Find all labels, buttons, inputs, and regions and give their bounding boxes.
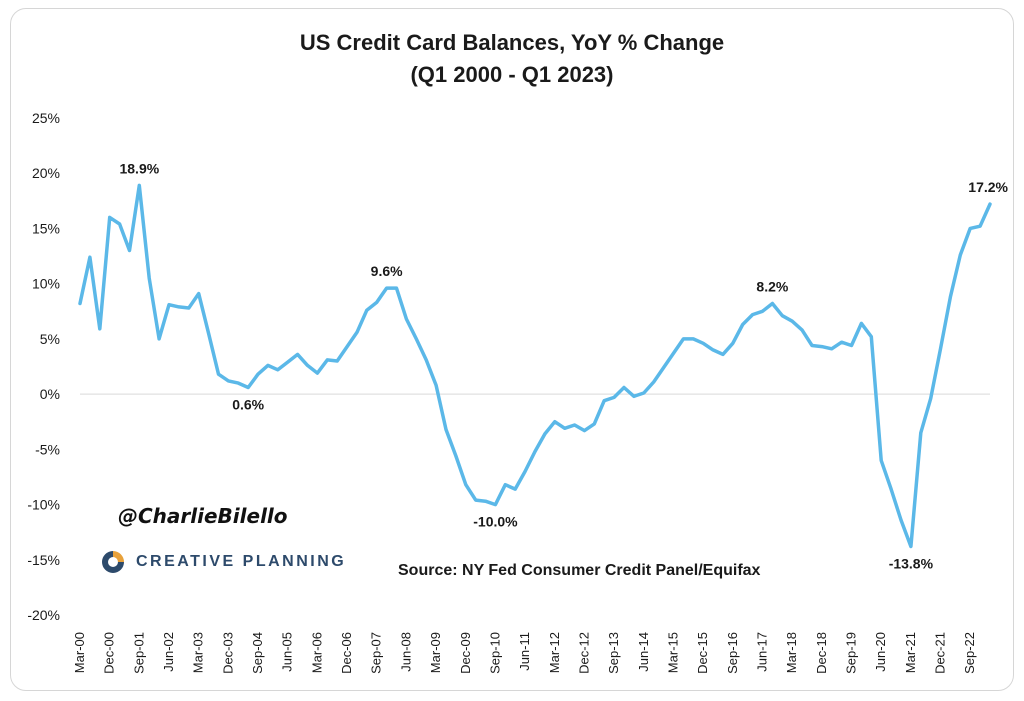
x-tick-label: Dec-03 [220, 632, 235, 674]
chart-title: US Credit Card Balances, YoY % Change [299, 30, 725, 55]
data-label: -10.0% [473, 514, 518, 530]
x-tick-label: Mar-18 [784, 632, 799, 673]
y-tick-label: 25% [32, 110, 60, 126]
plot-area [78, 183, 992, 549]
x-tick-label: Dec-00 [102, 632, 117, 674]
x-tick-label: Sep-13 [606, 632, 621, 674]
x-tick-label: Sep-04 [250, 632, 265, 674]
x-tick-label: Mar-12 [547, 632, 562, 673]
data-label: 18.9% [119, 160, 159, 176]
x-tick-label: Jun-11 [517, 632, 532, 671]
y-tick-label: -10% [27, 497, 60, 513]
x-tick-label: Mar-03 [191, 632, 206, 673]
x-tick-label: Sep-10 [487, 632, 502, 674]
data-labels: 18.9% 0.6% 9.6% -10.0% 8.2% -13.8% 17.2% [119, 160, 1008, 571]
x-tick-label: Dec-21 [933, 632, 948, 674]
x-tick-label: Mar-06 [309, 632, 324, 673]
y-tick-label: 10% [32, 276, 60, 292]
y-tick-label: -5% [35, 441, 60, 457]
y-tick-label: 15% [32, 220, 60, 236]
creative-planning-logo: CREATIVE PLANNING [100, 549, 346, 575]
y-tick-label: 20% [32, 165, 60, 181]
x-tick-label: Dec-09 [458, 632, 473, 674]
data-label: 9.6% [371, 263, 403, 279]
x-tick-label: Mar-15 [665, 632, 680, 673]
chart-card [10, 8, 1014, 691]
y-tick-label: 5% [40, 331, 60, 347]
series-line [78, 183, 992, 549]
x-tick-label: Jun-05 [280, 632, 295, 672]
creative-planning-logo-icon [102, 551, 124, 573]
x-tick-label: Sep-22 [962, 632, 977, 674]
x-tick-label: Sep-16 [725, 632, 740, 674]
x-axis: Mar-00 Dec-00 Sep-01 Jun-02 Mar-03 Dec-03 Sep-… [72, 632, 977, 674]
y-tick-label: -20% [27, 607, 60, 623]
x-tick-label: Dec-12 [576, 632, 591, 674]
x-tick-label: Sep-19 [844, 632, 859, 674]
y-axis: 25% 20% 15% 10% 5% 0% -5% -10% -15% -20% [27, 110, 60, 623]
x-tick-label: Jun-20 [873, 632, 888, 672]
logo-text: CREATIVE PLANNING [136, 553, 347, 570]
x-tick-label: Mar-09 [428, 632, 443, 673]
x-tick-label: Mar-21 [903, 632, 918, 673]
data-label: 8.2% [756, 279, 788, 295]
chart-subtitle: (Q1 2000 - Q1 2023) [410, 62, 614, 87]
x-tick-label: Jun-17 [755, 632, 770, 672]
x-tick-label: Jun-02 [161, 632, 176, 672]
data-label: 17.2% [968, 179, 1008, 195]
x-tick-label: Dec-18 [814, 632, 829, 674]
x-tick-label: Jun-14 [636, 632, 651, 672]
y-tick-label: -15% [27, 552, 60, 568]
data-label: -13.8% [889, 556, 934, 572]
x-tick-label: Mar-00 [72, 632, 87, 673]
source-note: Source: NY Fed Consumer Credit Panel/Equ… [398, 562, 761, 579]
x-tick-label: Dec-06 [339, 632, 354, 674]
x-tick-label: Jun-08 [398, 632, 413, 672]
y-tick-label: 0% [40, 386, 60, 402]
x-tick-label: Sep-01 [131, 632, 146, 674]
data-label: 0.6% [232, 396, 264, 412]
x-tick-label: Sep-07 [369, 632, 384, 674]
author-handle: @CharlieBilello [118, 504, 288, 528]
x-tick-label: Dec-15 [695, 632, 710, 674]
